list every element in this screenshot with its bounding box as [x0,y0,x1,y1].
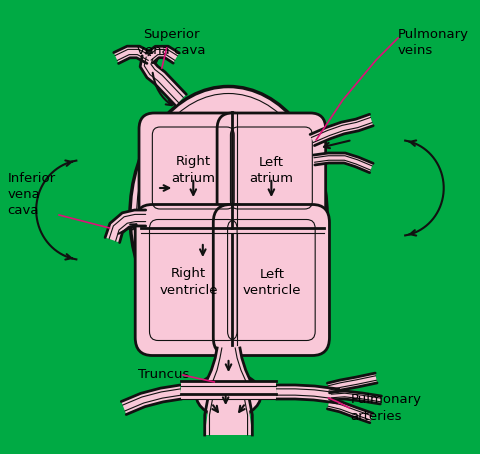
Text: Right
atrium: Right atrium [171,156,216,184]
Text: Pulmonary
arteries: Pulmonary arteries [350,394,421,423]
FancyBboxPatch shape [213,204,329,355]
Ellipse shape [196,372,261,418]
Polygon shape [181,381,276,399]
Text: Inferior
vena
cava: Inferior vena cava [8,173,56,217]
Polygon shape [205,348,252,385]
Polygon shape [327,373,377,393]
Text: Right
ventricle: Right ventricle [159,267,218,296]
Text: Left
atrium: Left atrium [250,156,293,184]
Polygon shape [121,385,182,415]
Polygon shape [327,399,373,423]
Text: Truncus: Truncus [138,369,190,381]
FancyBboxPatch shape [139,113,248,223]
Polygon shape [140,56,186,106]
Text: Superior
vena cava: Superior vena cava [137,28,205,57]
FancyBboxPatch shape [135,204,252,355]
FancyBboxPatch shape [217,113,325,223]
Polygon shape [310,114,373,146]
Polygon shape [276,385,339,403]
Ellipse shape [130,87,327,344]
Polygon shape [105,210,146,242]
Polygon shape [146,46,179,63]
Text: Left
ventricle: Left ventricle [243,267,301,296]
Polygon shape [205,385,252,435]
Polygon shape [331,391,382,404]
Polygon shape [313,153,373,173]
Polygon shape [114,46,152,64]
Text: Pulmonary
veins: Pulmonary veins [398,28,469,57]
